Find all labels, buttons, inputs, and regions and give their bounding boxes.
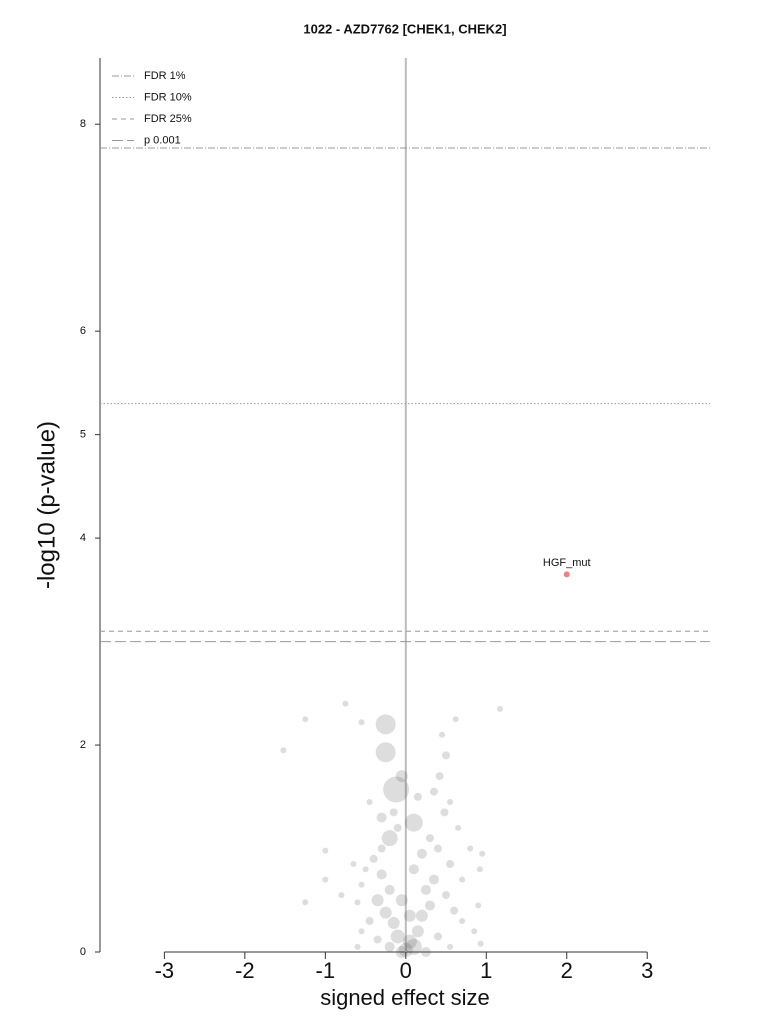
point [442,891,451,900]
point [369,854,378,863]
y-tick-label: 8 [80,118,86,130]
point [358,719,365,726]
highlight-label: HGF_mut [543,557,591,569]
chart-title: 1022 - AZD7762 [CHEK1, CHEK2] [303,21,506,36]
point [375,714,396,735]
point [395,946,408,958]
point [413,792,422,801]
x-tick-label: 2 [561,958,573,983]
point [408,864,419,875]
point [354,899,361,906]
point [477,940,484,947]
point [280,747,287,754]
point [435,772,444,781]
point [393,823,402,832]
point [433,844,442,853]
point [439,731,446,738]
point [390,929,405,944]
point [302,716,309,723]
x-tick-label: 1 [480,958,492,983]
y-tick-label: 4 [80,532,86,544]
point [362,866,369,873]
y-axis-label: -log10 (p-value) [33,421,60,589]
x-tick-label: -2 [235,958,255,983]
point [387,917,400,930]
point [302,899,309,906]
point [377,844,386,853]
point [476,866,483,873]
y-tick-label: 5 [80,429,86,441]
point [475,902,482,909]
point [496,705,503,712]
point [447,943,454,950]
point [424,900,435,911]
y-tick-label: 6 [80,325,86,337]
point [322,876,329,883]
highlight-point [563,571,570,578]
x-tick-label: 0 [400,958,412,983]
point [322,847,329,854]
point [350,861,357,868]
point [452,716,459,723]
point [459,917,466,924]
point [440,808,449,817]
point [354,943,361,950]
point [379,906,392,919]
point [415,909,428,922]
point [420,947,431,957]
y-tick-label: 2 [80,739,86,751]
point [376,869,387,880]
point [358,928,365,935]
point [428,874,439,885]
legend-label: FDR 1% [144,70,186,82]
y-tick-label: 0 [80,946,86,958]
point [376,812,387,823]
point [381,830,398,847]
legend-label: FDR 10% [144,91,192,103]
point [425,834,434,843]
point [411,925,424,938]
x-tick-label: -1 [316,958,336,983]
point [455,824,462,831]
point [450,906,459,915]
x-tick-label: -3 [155,958,175,983]
point [373,935,382,944]
point [402,934,417,949]
point [446,860,455,869]
point [398,942,413,957]
point [420,884,431,895]
point [404,813,423,832]
point [371,894,384,907]
point [471,928,478,935]
point [358,881,365,888]
point [403,909,416,922]
point [395,894,408,907]
point [416,848,427,859]
point [429,787,438,796]
point [365,916,374,925]
point [338,892,345,899]
point [375,742,396,763]
point [442,751,451,760]
x-axis-label: signed effect size [320,985,490,1010]
point [395,770,408,783]
point [342,700,349,707]
x-tick-label: 3 [641,958,653,983]
point [384,884,395,895]
point [384,941,395,952]
point [459,876,466,883]
legend-label: p 0.001 [144,134,181,146]
point [366,798,373,805]
point [467,845,474,852]
point [383,776,410,803]
point [389,808,398,817]
point [479,850,486,857]
legend-label: FDR 25% [144,113,192,125]
point [433,932,442,941]
point [405,938,422,955]
point [447,798,454,805]
